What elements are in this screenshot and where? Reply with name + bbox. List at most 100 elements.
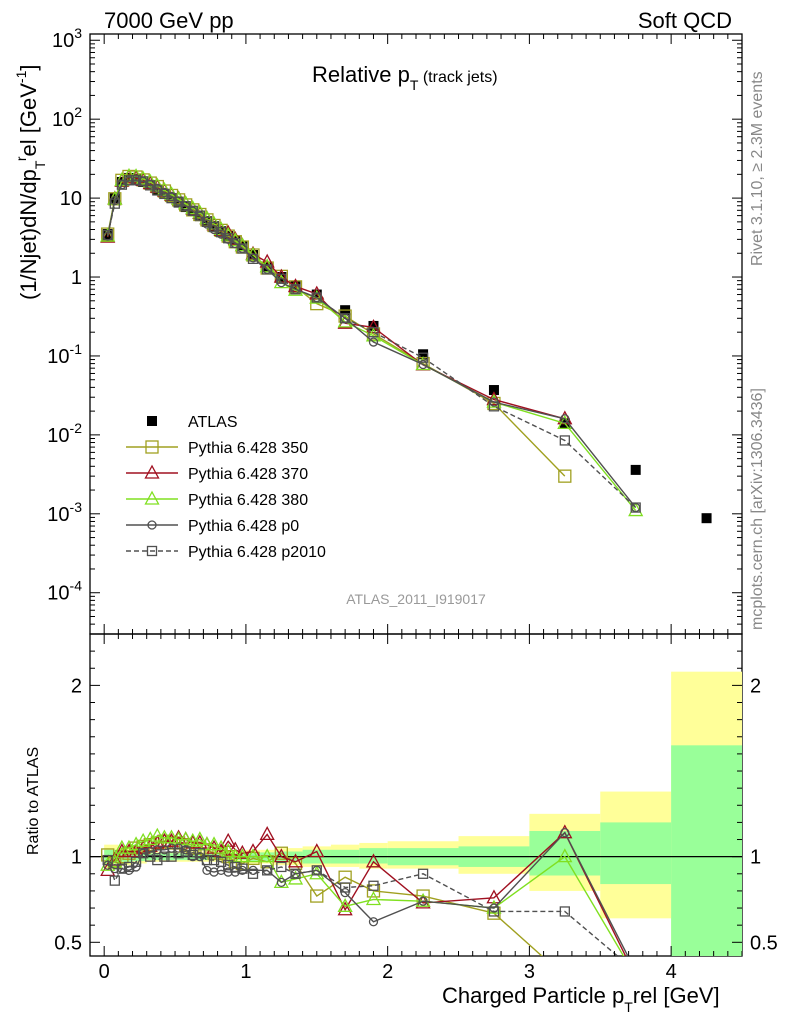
ratio-point-pythia-6-428-p2010 bbox=[247, 868, 259, 879]
ratio-band-inner bbox=[529, 830, 601, 876]
main-point-pythia-6-428-350 bbox=[558, 469, 572, 483]
ratio-point-pythia-6-428-p2010 bbox=[262, 865, 273, 876]
ratio-point-pythia-6-428-350 bbox=[235, 856, 250, 871]
legend-marker-pythia-6-428-380 bbox=[144, 490, 160, 505]
ratio-point-pythia-6-428-380 bbox=[128, 836, 144, 851]
chart-title: Relative pT (track jets) bbox=[312, 62, 498, 93]
ratio-point-pythia-6-428-380 bbox=[163, 829, 180, 844]
ratio-point-pythia-6-428-p2010 bbox=[130, 856, 142, 867]
main-point-pythia-6-428-380 bbox=[259, 258, 275, 273]
ratio-band-inner bbox=[671, 745, 742, 956]
ratio-point-pythia-6-428-370 bbox=[365, 853, 382, 868]
ratio-point-pythia-6-428-370 bbox=[227, 841, 243, 856]
main-point-atlas bbox=[180, 202, 191, 213]
main-y-tick-label: 1 bbox=[71, 267, 82, 289]
main-y-tick-label: 10-1 bbox=[47, 341, 82, 368]
analysis-watermark: ATLAS_2011_I919017 bbox=[346, 591, 486, 607]
main-point-atlas bbox=[368, 320, 379, 331]
legend-label-pythia-6-428-350: Pythia 6.428 350 bbox=[188, 440, 308, 457]
ratio-point-pythia-6-428-p2010 bbox=[237, 863, 248, 874]
main-point-pythia-6-428-p2010 bbox=[311, 292, 322, 303]
main-point-pythia-6-428-380 bbox=[365, 327, 382, 342]
ratio-point-pythia-6-428-p2010 bbox=[488, 906, 500, 917]
main-series-group bbox=[100, 167, 712, 524]
ratio-y-tick-label: 2 bbox=[71, 675, 82, 697]
ratio-point-pythia-6-428-380 bbox=[259, 848, 275, 863]
main-point-pythia-6-428-p2010 bbox=[368, 327, 379, 338]
main-point-atlas bbox=[131, 173, 142, 184]
ratio-y-tick-label: 1 bbox=[71, 847, 82, 869]
ratio-point-pythia-6-428-p0 bbox=[276, 877, 286, 888]
ratio-point-pythia-6-428-380 bbox=[213, 839, 229, 854]
legend-marker-pythia-6-428-p0 bbox=[147, 520, 157, 530]
ratio-point-pythia-6-428-p2010 bbox=[311, 865, 322, 876]
ratio-point-pythia-6-428-p2010 bbox=[145, 851, 156, 862]
ratio-y-tick-label-right: 2 bbox=[750, 675, 761, 697]
legend-label-pythia-6-428-380: Pythia 6.428 380 bbox=[188, 492, 308, 509]
ratio-point-pythia-6-428-p2010 bbox=[173, 848, 184, 859]
ratio-point-pythia-6-428-p2010 bbox=[368, 880, 379, 891]
main-point-pythia-6-428-p2010 bbox=[276, 273, 287, 284]
legend-label-atlas: ATLAS bbox=[188, 414, 238, 431]
ratio-point-pythia-6-428-p2010 bbox=[194, 848, 205, 859]
main-point-pythia-6-428-380 bbox=[309, 289, 325, 304]
ratio-point-pythia-6-428-380 bbox=[149, 827, 165, 842]
main-line-pythia-6-428-p0 bbox=[107, 180, 637, 508]
ratio-y-tick-label-right: 1 bbox=[750, 847, 761, 869]
main-point-atlas bbox=[123, 172, 134, 183]
ratio-point-pythia-6-428-380 bbox=[337, 897, 353, 912]
ratio-x-tick-label: 1 bbox=[240, 961, 251, 983]
ratio-point-pythia-6-428-380 bbox=[178, 831, 194, 846]
main-point-atlas bbox=[630, 464, 641, 475]
ratio-point-pythia-6-428-370 bbox=[337, 901, 353, 916]
ratio-point-pythia-6-428-370 bbox=[557, 824, 573, 839]
main-point-pythia-6-428-p2010 bbox=[201, 216, 213, 228]
main-y-tick-label: 10 bbox=[60, 188, 82, 210]
ratio-x-tick-label: 3 bbox=[524, 961, 535, 983]
main-point-pythia-6-428-p2010 bbox=[208, 221, 220, 233]
main-point-pythia-6-428-p2010 bbox=[630, 502, 641, 513]
main-point-pythia-6-428-p0 bbox=[418, 359, 428, 370]
ratio-point-pythia-6-428-370 bbox=[220, 832, 236, 847]
main-point-pythia-6-428-380 bbox=[100, 227, 116, 242]
ratio-point-pythia-6-428-370 bbox=[486, 889, 502, 904]
ratio-point-pythia-6-428-380 bbox=[192, 831, 208, 846]
ratio-point-pythia-6-428-p2010 bbox=[208, 854, 220, 866]
main-point-pythia-6-428-380 bbox=[287, 281, 304, 296]
main-y-tick-label: 10-2 bbox=[47, 420, 82, 447]
main-point-pythia-6-428-p2010 bbox=[417, 352, 429, 363]
ratio-y-tick-label-right: 0.5 bbox=[750, 932, 778, 954]
main-point-pythia-6-428-370 bbox=[287, 278, 304, 293]
main-point-pythia-6-428-p2010 bbox=[102, 229, 113, 241]
legend-label-pythia-6-428-370: Pythia 6.428 370 bbox=[188, 466, 308, 483]
ratio-point-pythia-6-428-370 bbox=[259, 826, 275, 841]
ratio-point-pythia-6-428-p2010 bbox=[559, 906, 570, 917]
ratio-point-pythia-6-428-p2010 bbox=[187, 849, 198, 861]
legend-label-pythia-6-428-p0: Pythia 6.428 p0 bbox=[188, 518, 299, 535]
mcplots-text: mcplots.cern.ch [arXiv:1306.3436] bbox=[749, 388, 766, 630]
main-y-axis-label: (1/Njet)dN/dpTrel [GeV-1] bbox=[13, 64, 48, 300]
legend-marker-pythia-6-428-370 bbox=[144, 464, 160, 479]
ratio-point-pythia-6-428-p0 bbox=[152, 845, 162, 855]
ratio-point-pythia-6-428-p2010 bbox=[138, 848, 149, 859]
legend-marker-pythia-6-428-350 bbox=[145, 440, 159, 454]
ratio-point-pythia-6-428-350 bbox=[366, 884, 381, 898]
ratio-point-pythia-6-428-p2010 bbox=[116, 863, 128, 874]
main-point-pythia-6-428-p2010 bbox=[247, 253, 259, 264]
ratio-point-pythia-6-428-380 bbox=[220, 843, 236, 858]
ratio-line-pythia-6-428-p2010 bbox=[107, 850, 619, 956]
ratio-point-pythia-6-428-380 bbox=[234, 848, 250, 863]
ratio-x-tick-label: 2 bbox=[382, 961, 393, 983]
legend-marker-pythia-6-428-p2010 bbox=[146, 545, 158, 557]
ratio-point-pythia-6-428-p2010 bbox=[339, 882, 351, 893]
main-point-pythia-6-428-380 bbox=[135, 170, 151, 185]
main-point-pythia-6-428-p0 bbox=[560, 414, 570, 424]
main-point-pythia-6-428-p2010 bbox=[488, 401, 500, 412]
main-line-pythia-6-428-350 bbox=[107, 175, 566, 477]
ratio-point-pythia-6-428-p2010 bbox=[102, 854, 113, 866]
main-point-pythia-6-428-p2010 bbox=[152, 185, 163, 196]
main-y-tick-label: 102 bbox=[52, 104, 82, 131]
main-line-pythia-6-428-p2010 bbox=[107, 179, 637, 509]
main-y-tick-label: 10-4 bbox=[47, 578, 82, 605]
ratio-y-tick-label: 0.5 bbox=[54, 932, 82, 954]
